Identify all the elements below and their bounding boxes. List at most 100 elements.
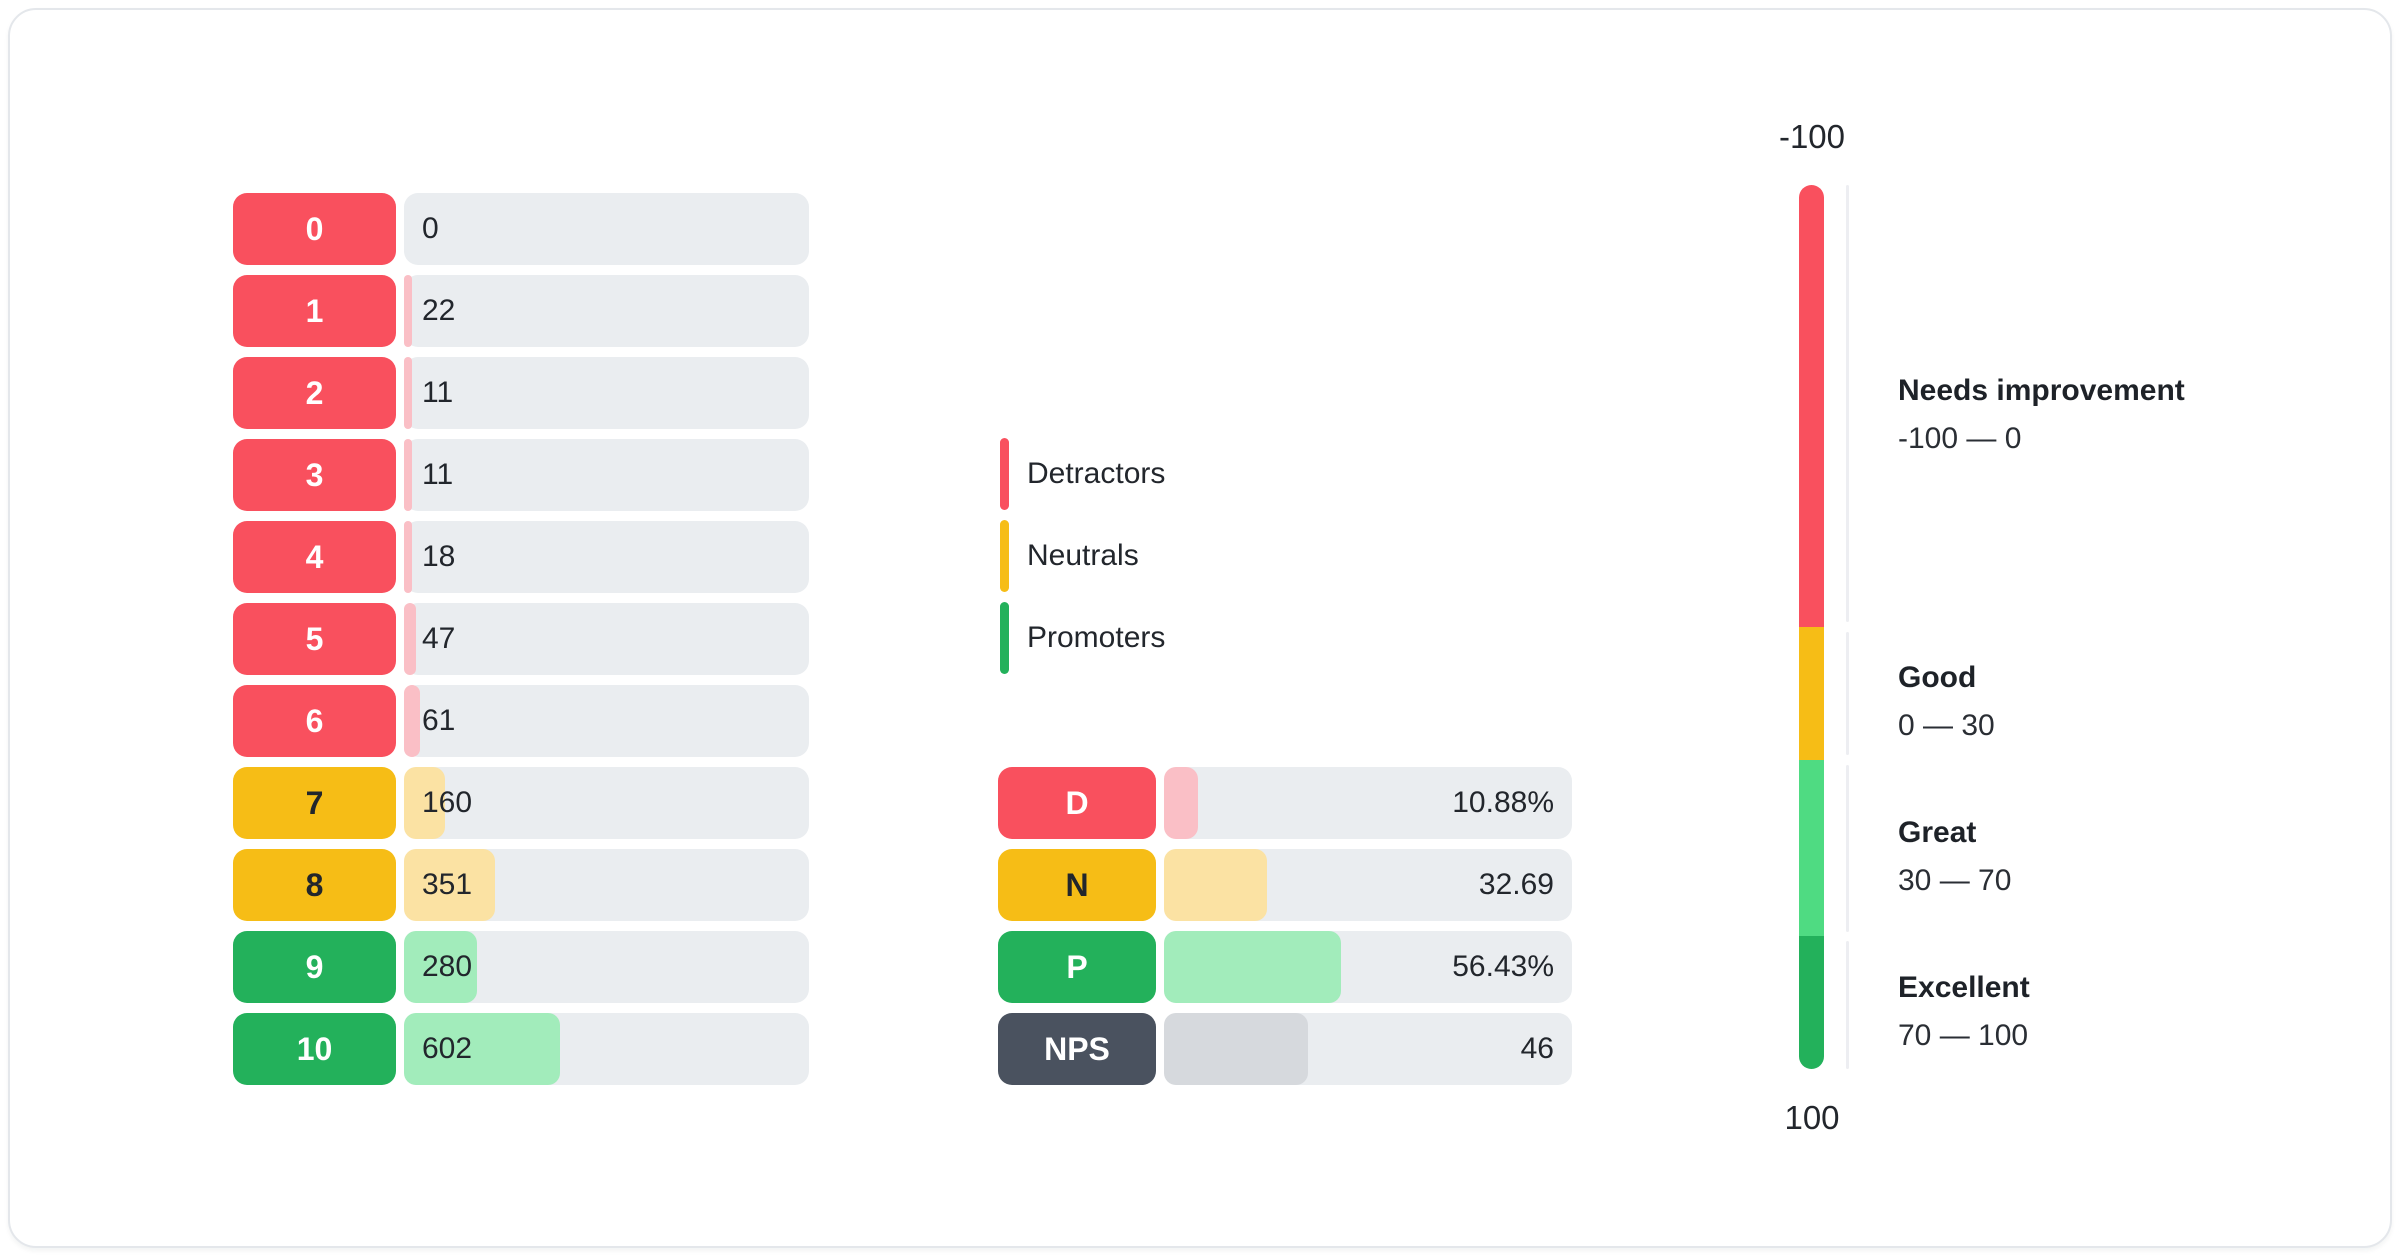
summary-track: 56.43% [1164, 931, 1572, 1003]
score-track: 47 [404, 603, 809, 675]
score-row: 3 11 [233, 439, 809, 511]
score-row: 1 22 [233, 275, 809, 347]
scale-label-block: Great 30 — 70 [1898, 814, 2011, 900]
score-button-3[interactable]: 3 [233, 439, 396, 511]
scale-segment-title: Excellent [1898, 971, 2030, 1004]
summary-track: 46 [1164, 1013, 1572, 1085]
score-track: 351 [404, 849, 809, 921]
score-bar-fill [404, 685, 420, 757]
score-track: 280 [404, 931, 809, 1003]
scale-bar [1799, 185, 1824, 1069]
score-count: 602 [422, 1032, 473, 1065]
score-count: 18 [422, 540, 456, 573]
summary-row: NPS 46 [998, 1013, 1572, 1085]
scale-segment-range: 30 — 70 [1898, 864, 2012, 897]
score-track: 11 [404, 357, 809, 429]
scale-segment-range: 0 — 30 [1898, 709, 1995, 742]
score-bar-fill [404, 357, 412, 429]
score-bar-fill [404, 1013, 560, 1085]
score-count: 160 [422, 786, 473, 819]
scale-divider-segment [1846, 941, 1849, 1069]
summary-bar-fill [1164, 1013, 1308, 1085]
scale-labels: Needs improvement -100 — 0 Good 0 — 30 Great… [1898, 0, 2368, 1256]
legend-label: Promoters [1027, 621, 1166, 654]
summary-chip-nps: NPS [998, 1013, 1156, 1085]
scale-segment-range: -100 — 0 [1898, 422, 2022, 455]
score-count: 47 [422, 622, 456, 655]
score-button-0[interactable]: 0 [233, 193, 396, 265]
score-button-1[interactable]: 1 [233, 275, 396, 347]
summary-value: 46 [1520, 1032, 1554, 1065]
score-button-7[interactable]: 7 [233, 767, 396, 839]
score-button-4[interactable]: 4 [233, 521, 396, 593]
scale-segment-title: Great [1898, 816, 1977, 849]
score-button-2[interactable]: 2 [233, 357, 396, 429]
score-row: 10 602 [233, 1013, 809, 1085]
score-track: 160 [404, 767, 809, 839]
summary-track: 10.88% [1164, 767, 1572, 839]
score-row: 7 160 [233, 767, 809, 839]
summary-row: D 10.88% [998, 767, 1572, 839]
summary-row: N 32.69 [998, 849, 1572, 921]
score-count: 61 [422, 704, 456, 737]
scale-segment-excellent [1799, 936, 1824, 1069]
legend-label: Neutrals [1027, 539, 1139, 572]
scale-segment-good [1799, 627, 1824, 760]
score-bar-fill [404, 767, 445, 839]
score-count: 11 [422, 376, 454, 409]
score-row: 5 47 [233, 603, 809, 675]
score-button-5[interactable]: 5 [233, 603, 396, 675]
score-track: 0 [404, 193, 809, 265]
score-track: 11 [404, 439, 809, 511]
score-button-6[interactable]: 6 [233, 685, 396, 757]
nps-summary-chart: D 10.88% N 32.69 P 56.43% NPS 46 [998, 767, 1572, 1107]
scale-segment-title: Needs improvement [1898, 374, 2185, 407]
score-row: 9 280 [233, 931, 809, 1003]
score-count: 280 [422, 950, 473, 983]
score-bar-fill [404, 849, 495, 921]
summary-value: 56.43% [1452, 950, 1554, 983]
score-track: 22 [404, 275, 809, 347]
score-row: 4 18 [233, 521, 809, 593]
score-track: 18 [404, 521, 809, 593]
score-button-9[interactable]: 9 [233, 931, 396, 1003]
scale-bottom-label: 100 [1784, 1099, 1840, 1136]
summary-bar-fill [1164, 767, 1198, 839]
legend-swatch-icon [1000, 438, 1009, 510]
summary-value: 10.88% [1452, 786, 1554, 819]
summary-chip-d: D [998, 767, 1156, 839]
score-button-8[interactable]: 8 [233, 849, 396, 921]
score-button-10[interactable]: 10 [233, 1013, 396, 1085]
score-row: 2 11 [233, 357, 809, 429]
scale-top-label: -100 [1778, 118, 1846, 155]
scale-divider-segment [1846, 185, 1849, 622]
score-track: 61 [404, 685, 809, 757]
legend-swatch-icon [1000, 520, 1009, 592]
score-bar-fill [404, 275, 412, 347]
score-track: 602 [404, 1013, 809, 1085]
legend-item-neutrals: Neutrals [1000, 520, 1139, 592]
legend-swatch-icon [1000, 602, 1009, 674]
scale-segment-great [1799, 760, 1824, 937]
scale-divider-segment [1846, 765, 1849, 932]
scale-segment-title: Good [1898, 661, 1977, 694]
score-count: 11 [422, 458, 454, 491]
summary-bar-fill [1164, 849, 1267, 921]
summary-chip-p: P [998, 931, 1156, 1003]
summary-row: P 56.43% [998, 931, 1572, 1003]
score-bar-fill [404, 439, 412, 511]
legend-item-promoters: Promoters [1000, 602, 1165, 674]
scale-divider-segment [1846, 632, 1849, 755]
score-count: 22 [422, 294, 456, 327]
summary-track: 32.69 [1164, 849, 1572, 921]
score-bar-fill [404, 603, 416, 675]
score-bar-fill [404, 931, 477, 1003]
summary-chip-n: N [998, 849, 1156, 921]
scale-label-block: Needs improvement -100 — 0 [1898, 372, 2185, 458]
summary-value: 32.69 [1478, 868, 1554, 901]
score-distribution-chart: 0 0 1 22 2 11 3 11 4 18 5 47 6 61 7 160 8 351 9 280 10 602 [233, 193, 809, 1105]
score-row: 8 351 [233, 849, 809, 921]
legend: Detractors Neutrals Promoters [1000, 438, 1420, 678]
